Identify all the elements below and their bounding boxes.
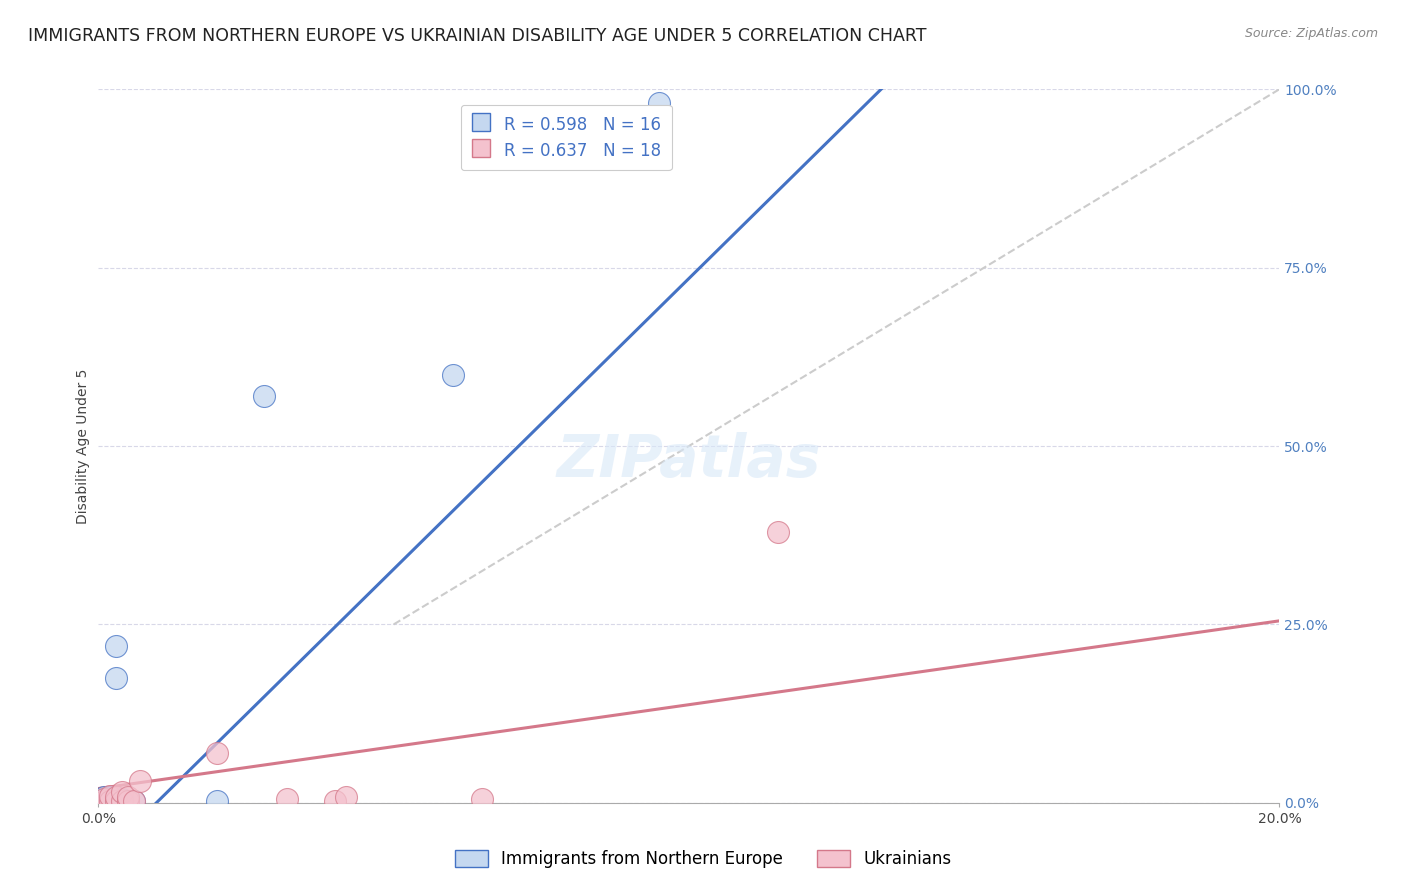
Text: IMMIGRANTS FROM NORTHERN EUROPE VS UKRAINIAN DISABILITY AGE UNDER 5 CORRELATION : IMMIGRANTS FROM NORTHERN EUROPE VS UKRAI… xyxy=(28,27,927,45)
Point xyxy=(122,794,145,808)
Point xyxy=(105,639,128,653)
Point xyxy=(105,671,128,685)
Point xyxy=(335,790,357,805)
Point xyxy=(117,794,139,808)
Point xyxy=(111,794,134,808)
Point xyxy=(766,524,789,539)
Point xyxy=(441,368,464,382)
Point xyxy=(648,96,671,111)
Point xyxy=(253,389,276,403)
Point xyxy=(98,789,121,803)
Point xyxy=(93,794,115,808)
Point xyxy=(93,792,115,806)
Point xyxy=(98,792,121,806)
Point xyxy=(93,792,115,806)
Point xyxy=(105,794,128,808)
Text: Source: ZipAtlas.com: Source: ZipAtlas.com xyxy=(1244,27,1378,40)
Text: ZIPatlas: ZIPatlas xyxy=(557,432,821,489)
Point xyxy=(205,794,228,808)
Point xyxy=(98,790,121,805)
Point xyxy=(205,746,228,760)
Point xyxy=(122,794,145,808)
Point xyxy=(93,790,115,805)
Point xyxy=(111,792,134,806)
Point xyxy=(98,794,121,808)
Point xyxy=(111,785,134,799)
Point xyxy=(93,794,115,808)
Y-axis label: Disability Age Under 5: Disability Age Under 5 xyxy=(76,368,90,524)
Point xyxy=(471,792,494,806)
Point xyxy=(276,792,298,806)
Point xyxy=(98,794,121,808)
Point xyxy=(323,794,346,808)
Legend: Immigrants from Northern Europe, Ukrainians: Immigrants from Northern Europe, Ukraini… xyxy=(449,843,957,875)
Point xyxy=(105,790,128,805)
Legend: R = 0.598   N = 16, R = 0.637   N = 18: R = 0.598 N = 16, R = 0.637 N = 18 xyxy=(461,104,672,169)
Point xyxy=(111,794,134,808)
Point xyxy=(117,790,139,805)
Point xyxy=(105,794,128,808)
Point xyxy=(128,774,150,789)
